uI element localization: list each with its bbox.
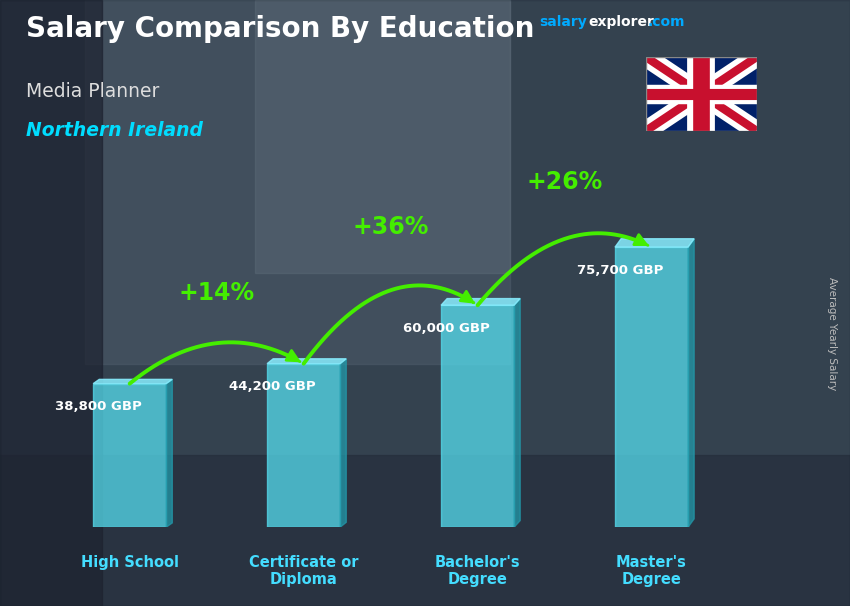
Text: Media Planner: Media Planner bbox=[26, 82, 159, 101]
Text: +36%: +36% bbox=[353, 215, 428, 239]
Text: 75,700 GBP: 75,700 GBP bbox=[577, 264, 663, 277]
Bar bbox=[94, 384, 167, 527]
Polygon shape bbox=[615, 239, 694, 247]
Polygon shape bbox=[441, 299, 520, 305]
Text: Master's
Degree: Master's Degree bbox=[616, 555, 687, 587]
Bar bbox=[615, 247, 688, 527]
Text: Bachelor's
Degree: Bachelor's Degree bbox=[434, 555, 520, 587]
Text: Salary Comparison By Education: Salary Comparison By Education bbox=[26, 15, 534, 43]
Bar bbox=[0, 0, 102, 606]
Text: High School: High School bbox=[81, 555, 178, 570]
Polygon shape bbox=[514, 299, 520, 527]
Bar bbox=[85, 0, 510, 364]
Text: +14%: +14% bbox=[178, 281, 255, 305]
Polygon shape bbox=[340, 359, 346, 527]
Polygon shape bbox=[167, 379, 173, 527]
Bar bbox=[441, 305, 514, 527]
Polygon shape bbox=[94, 379, 173, 384]
Bar bbox=[267, 364, 340, 527]
Polygon shape bbox=[688, 239, 694, 527]
Text: +26%: +26% bbox=[526, 170, 603, 195]
Text: 38,800 GBP: 38,800 GBP bbox=[55, 401, 142, 413]
Text: explorer: explorer bbox=[588, 15, 654, 29]
Text: salary: salary bbox=[540, 15, 587, 29]
Polygon shape bbox=[267, 359, 346, 364]
Text: Northern Ireland: Northern Ireland bbox=[26, 121, 202, 140]
Bar bbox=[0, 454, 850, 606]
Text: 44,200 GBP: 44,200 GBP bbox=[229, 381, 315, 393]
Text: 60,000 GBP: 60,000 GBP bbox=[403, 322, 490, 335]
Text: Certificate or
Diploma: Certificate or Diploma bbox=[249, 555, 359, 587]
Text: .com: .com bbox=[648, 15, 685, 29]
Bar bbox=[255, 0, 510, 273]
Text: Average Yearly Salary: Average Yearly Salary bbox=[827, 277, 837, 390]
